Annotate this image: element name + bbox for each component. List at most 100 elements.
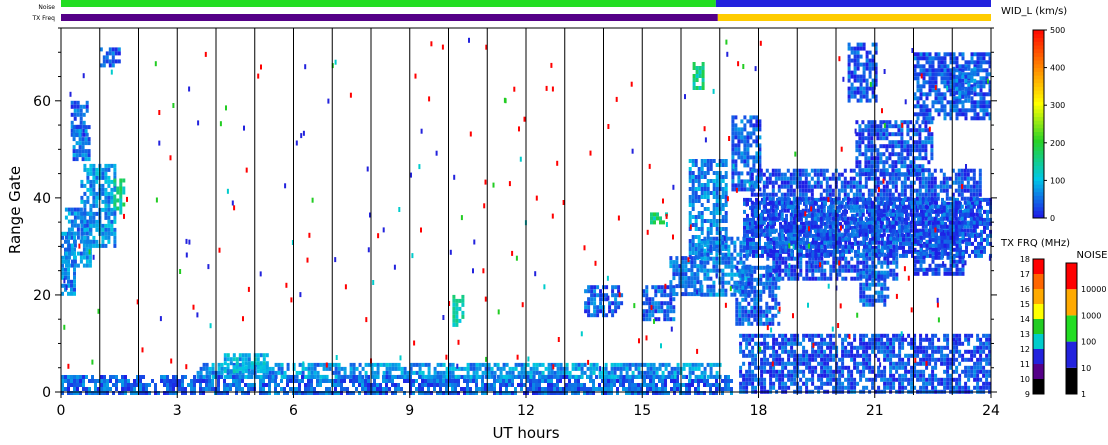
- width-colorbar-step: [1033, 165, 1044, 169]
- width-colorbar-step: [1033, 105, 1044, 109]
- width-colorbar-step: [1033, 147, 1044, 151]
- noise-colorbar-tick-label: 10: [1081, 364, 1091, 373]
- width-colorbar-step: [1033, 75, 1044, 79]
- y-tick-label: 60: [33, 94, 51, 110]
- width-colorbar-step: [1033, 154, 1044, 158]
- width-colorbar-step: [1033, 34, 1044, 38]
- width-colorbar-step: [1033, 86, 1044, 90]
- width-colorbar-step: [1033, 210, 1044, 214]
- y-tick-label: 40: [33, 191, 51, 207]
- freq-colorbar-title: TX FRQ (MHz): [1000, 238, 1070, 249]
- noise-colorbar-tick-label: 1: [1081, 390, 1086, 399]
- freq-colorbar-tick-label: 10: [1020, 375, 1030, 384]
- width-colorbar-step: [1033, 143, 1044, 147]
- width-colorbar-title: WID_L (km/s): [1001, 6, 1067, 17]
- width-colorbar-step: [1033, 94, 1044, 98]
- width-colorbar-step: [1033, 98, 1044, 102]
- width-colorbar-step: [1033, 79, 1044, 83]
- width-colorbar-step: [1033, 169, 1044, 173]
- noise-colorbar-title: NOISE: [1077, 250, 1108, 261]
- x-tick-label: 3: [173, 403, 182, 419]
- width-colorbar-step: [1033, 83, 1044, 87]
- width-colorbar-step: [1033, 60, 1044, 64]
- width-colorbar-step: [1033, 162, 1044, 166]
- width-colorbar-step: [1033, 150, 1044, 154]
- width-colorbar-step: [1033, 195, 1044, 199]
- freq-colorbar-tick-label: 17: [1020, 270, 1030, 279]
- width-colorbar-tick-label: 500: [1050, 26, 1065, 35]
- x-tick-label: 18: [750, 403, 768, 419]
- width-colorbar-step: [1033, 158, 1044, 162]
- freq-bar-label: TX Freq: [31, 15, 55, 22]
- freq-colorbar-tick-label: 18: [1020, 255, 1030, 264]
- width-colorbar-step: [1033, 30, 1044, 34]
- noise-colorbar-tick-label: 100: [1081, 338, 1096, 347]
- width-colorbar-step: [1033, 180, 1044, 184]
- noise-colorbar-step: [1066, 342, 1077, 368]
- width-colorbar-step: [1033, 113, 1044, 117]
- width-colorbar-step: [1033, 192, 1044, 196]
- freq-bar-segment: [718, 14, 991, 21]
- width-colorbar-step: [1033, 71, 1044, 75]
- x-tick-label: 24: [982, 403, 1000, 419]
- noise-bar-label: Noise: [38, 4, 55, 11]
- width-colorbar-step: [1033, 177, 1044, 181]
- freq-colorbar-step: [1033, 259, 1044, 274]
- width-colorbar-step: [1033, 116, 1044, 120]
- freq-colorbar-step: [1033, 349, 1044, 364]
- noise-colorbar-tick-label: 10000: [1081, 285, 1106, 294]
- freq-colorbar-tick-label: 16: [1020, 285, 1030, 294]
- width-colorbar-step: [1033, 68, 1044, 72]
- freq-colorbar-step: [1033, 334, 1044, 349]
- freq-colorbar-step: [1033, 289, 1044, 304]
- x-tick-label: 0: [57, 403, 66, 419]
- noise-colorbar-step: [1066, 368, 1077, 394]
- x-tick-label: 21: [866, 403, 884, 419]
- width-colorbar-step: [1033, 207, 1044, 211]
- freq-bar-segment: [61, 14, 718, 21]
- width-colorbar-step: [1033, 109, 1044, 113]
- x-tick-label: 6: [289, 403, 298, 419]
- noise-colorbar-step: [1066, 263, 1077, 289]
- freq-colorbar-step: [1033, 379, 1044, 394]
- width-colorbar-step: [1033, 173, 1044, 177]
- width-colorbar-tick-label: 0: [1050, 214, 1055, 223]
- width-colorbar-step: [1033, 56, 1044, 60]
- freq-colorbar-step: [1033, 274, 1044, 289]
- width-colorbar-step: [1033, 124, 1044, 128]
- width-colorbar-tick-label: 200: [1050, 139, 1065, 148]
- freq-colorbar-tick-label: 15: [1020, 300, 1030, 309]
- x-tick-label: 12: [517, 403, 535, 419]
- width-colorbar-step: [1033, 139, 1044, 143]
- width-colorbar-step: [1033, 184, 1044, 188]
- width-colorbar-step: [1033, 188, 1044, 192]
- noise-bar-segment: [61, 0, 716, 7]
- width-colorbar-step: [1033, 49, 1044, 53]
- x-tick-label: 9: [405, 403, 414, 419]
- width-colorbar-step: [1033, 38, 1044, 42]
- freq-colorbar-tick-label: 9: [1025, 390, 1030, 399]
- y-tick-label: 0: [42, 385, 51, 401]
- width-colorbar-tick-label: 300: [1050, 101, 1065, 110]
- x-axis-title: UT hours: [492, 424, 559, 441]
- width-colorbar-step: [1033, 90, 1044, 94]
- noise-colorbar-step: [1066, 315, 1077, 341]
- width-colorbar-step: [1033, 41, 1044, 45]
- noise-colorbar-tick-label: 1000: [1081, 311, 1101, 320]
- freq-colorbar-tick-label: 14: [1020, 315, 1030, 324]
- noise-colorbar-step: [1066, 289, 1077, 315]
- y-axis-title: Range Gate: [6, 166, 24, 254]
- width-colorbar-step: [1033, 203, 1044, 207]
- width-colorbar-step: [1033, 135, 1044, 139]
- width-colorbar-step: [1033, 128, 1044, 132]
- noise-bar-segment: [716, 0, 991, 7]
- y-tick-label: 20: [33, 288, 51, 304]
- freq-colorbar-step: [1033, 304, 1044, 319]
- x-tick-label: 15: [633, 403, 651, 419]
- width-colorbar-step: [1033, 120, 1044, 124]
- width-colorbar-step: [1033, 64, 1044, 68]
- freq-colorbar-tick-label: 13: [1020, 330, 1030, 339]
- width-colorbar-step: [1033, 132, 1044, 136]
